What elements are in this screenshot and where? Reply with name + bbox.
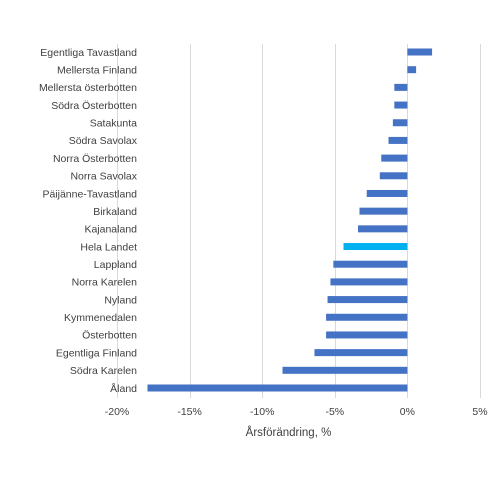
category-label: Egentliga Finland (56, 347, 137, 359)
bar (407, 66, 417, 74)
category-label: Norra Karelen (72, 277, 138, 289)
category-label: Åland (110, 382, 137, 395)
bar (330, 278, 408, 286)
category-label: Lappland (94, 259, 137, 271)
category-label: Päijänne-Tavastland (42, 188, 137, 200)
category-label: Hela Landet (80, 241, 137, 253)
category-label: Södra Savolax (69, 135, 138, 147)
bar (358, 225, 408, 233)
category-label: Mellersta österbotten (39, 82, 137, 94)
bar (314, 349, 408, 357)
grid-lines (117, 44, 481, 398)
bar (381, 154, 408, 162)
bar (147, 384, 408, 392)
bar (394, 83, 408, 91)
x-tick-label: -5% (325, 406, 344, 418)
bar (407, 48, 433, 56)
bar (326, 313, 408, 321)
category-label: Norra Savolax (70, 171, 137, 183)
bar (388, 136, 408, 144)
category-label: Satakunta (90, 118, 137, 130)
bar (394, 101, 408, 109)
x-tick-label: -20% (105, 406, 130, 418)
bar (343, 243, 408, 251)
bar (282, 366, 408, 374)
x-tick-label: 5% (472, 406, 487, 418)
category-label: Kymmenedalen (64, 312, 137, 324)
bar (392, 119, 408, 127)
x-tick-label: -10% (250, 406, 275, 418)
category-label: Österbotten (82, 330, 137, 342)
bar (333, 260, 408, 268)
bar (359, 207, 408, 215)
bar (326, 331, 408, 339)
x-tick-labels: -20% -15% -10% -5% 0% 5% (105, 406, 488, 418)
category-label: Södra Karelen (70, 365, 137, 377)
bar (327, 296, 408, 304)
category-label: Nyland (104, 294, 137, 306)
category-label: Kajanaland (84, 224, 137, 236)
category-label: Norra Österbotten (53, 153, 137, 165)
x-tick-label: -15% (177, 406, 202, 418)
category-label: Södra Österbotten (51, 100, 137, 112)
bars (147, 48, 433, 392)
x-axis-title: Årsförändring, % (246, 426, 332, 439)
category-labels: Egentliga Tavastland Mellersta Finland Mel… (39, 47, 138, 395)
bar (366, 189, 408, 197)
category-label: Birkaland (93, 206, 137, 218)
category-label: Egentliga Tavastland (40, 47, 137, 59)
category-label: Mellersta Finland (57, 64, 137, 76)
bar (379, 172, 408, 180)
x-tick-label: 0% (400, 406, 415, 418)
